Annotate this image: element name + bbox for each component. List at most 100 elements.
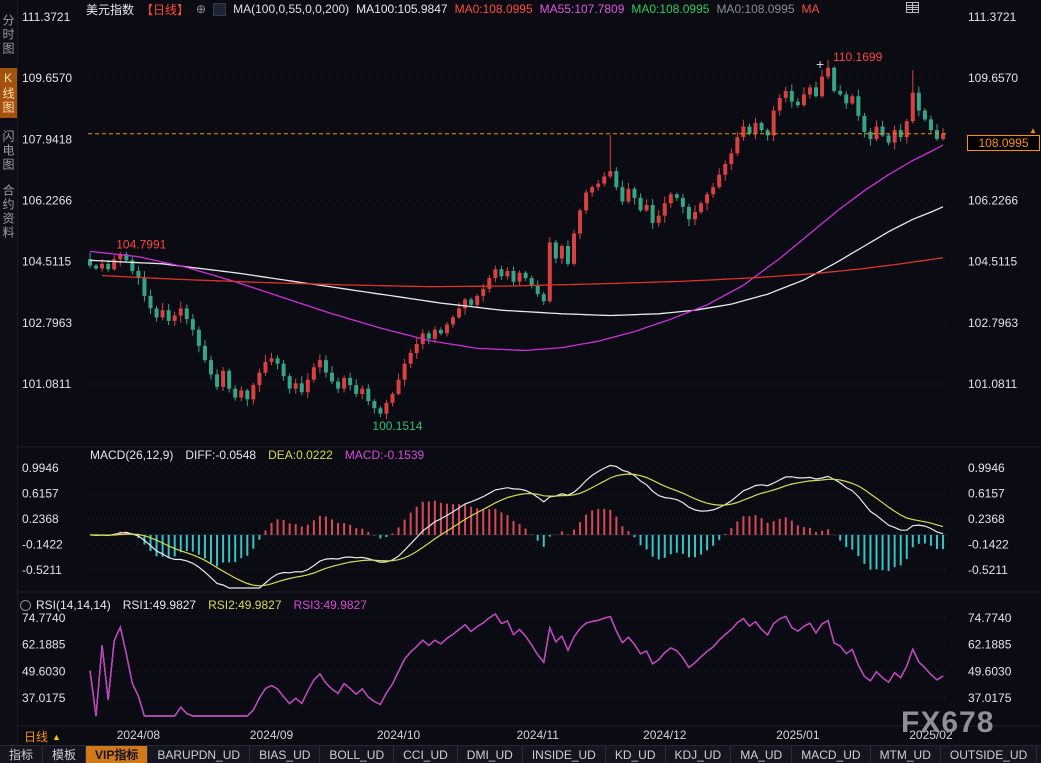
axis-tick-label: 104.5115 [968,255,1017,269]
toolbar-item-KDJ_UD[interactable]: KDJ_UD [666,746,732,763]
macd-diff-line [89,464,944,589]
candle-body [511,270,516,282]
candle-body [747,126,752,134]
candle-body [475,295,480,305]
panel-collapse-icon[interactable] [20,600,31,611]
axis-tick-label: 37.0175 [22,691,66,705]
toolbar-item-MACD_UD[interactable]: MACD_UD [792,746,871,763]
axis-tick-label: 102.7963 [968,316,1018,330]
candle-body [457,308,462,318]
candle-body [112,259,117,270]
candle-body [922,110,927,120]
period-title: 【日线】 [141,2,190,17]
candle-body [136,270,141,279]
date-label: 2024/11 [516,728,559,742]
circle-plus-icon[interactable]: ⊕ [196,2,207,16]
axis-tick-label: 101.0811 [22,377,71,391]
candle-body [481,288,486,296]
candle-body [178,308,183,316]
candle-body [342,377,347,389]
candle-body [94,265,99,269]
axis-tick-label: -0.5211 [968,563,1008,577]
candle-body [305,379,310,393]
candle-body [753,122,758,134]
bottom-toolbar: 指标 模板 VIP指标 BARUPDN_UD BIAS_UD BOLL_UD CCI_UD D… [0,745,1041,763]
toolbar-item-BIAS_UD[interactable]: BIAS_UD [250,746,321,763]
symbol-title: 美元指数 [86,2,135,17]
candle-body [269,358,274,362]
candle-body [505,270,510,277]
toolbar-item-MTM_UD[interactable]: MTM_UD [871,746,941,763]
toolbar-item-MA_UD[interactable]: MA_UD [731,746,793,763]
date-label: 2024/12 [643,728,687,742]
price-annotation: 104.7991 [116,237,166,251]
toolbar-item-CCI_UD[interactable]: CCI_UD [394,746,458,763]
sidebar-item-分时图[interactable]: 分时图 [1,14,15,56]
toolbar-item-指标[interactable]: 指标 [0,746,44,763]
toolbar-item-DMI_UD[interactable]: DMI_UD [458,746,523,763]
candle-body [590,187,595,193]
candle-body [674,194,679,198]
candle-body [184,308,189,320]
candle-body [251,385,256,400]
candle-body [910,92,915,122]
candle-body [148,295,153,309]
macd-label-row: MACD(26,12,9) DIFF:-0.0548 DEA:0.0222 MA… [90,448,424,462]
toolbar-item->>[interactable]: >> [1037,746,1041,763]
rsi1-value: RSI1:49.9827 [122,598,197,612]
indicator-menu-icon[interactable] [213,2,227,16]
toolbar-item-INSIDE_UD[interactable]: INSIDE_UD [523,746,606,763]
rsi1-line [89,613,944,717]
sidebar-item-闪电图[interactable]: 闪电图 [1,130,15,172]
price-annotation: 100.1514 [372,419,422,433]
toolbar-item-KD_UD[interactable]: KD_UD [606,746,666,763]
candle-body [771,110,776,136]
candle-body [124,254,129,261]
topbar: 美元指数 【日线】 ⊕ MA(100,0,55,0,0,200) MA100:1… [86,1,820,17]
macd-dea-value: DEA:0.0222 [268,448,333,462]
candle-body [202,345,207,361]
axis-tick-label: 109.6570 [22,71,72,85]
candle-body [565,246,570,264]
toolbar-item-BOLL_UD[interactable]: BOLL_UD [320,746,395,763]
candle-body [281,363,286,377]
candle-body [142,278,147,296]
toolbar-item-BARUPDN_UD[interactable]: BARUPDN_UD [148,746,251,763]
candle-body [233,388,238,398]
candle-body [680,197,685,207]
candle-body [729,153,734,164]
candle-body [880,126,885,136]
candle-body [553,242,558,259]
candle-body [662,203,667,216]
candle-body [469,299,474,305]
rsi-title: RSI(14,14,14) [36,598,111,612]
candle-body [517,272,522,282]
candle-body [741,126,746,138]
rsi3-line [89,613,944,717]
sidebar-item-K线图[interactable]: K线图 [0,68,17,118]
axis-tick-label: 106.2266 [22,193,72,207]
macd-dea-line [89,473,944,587]
axis-tick-label: 0.9946 [22,461,59,475]
rsi2-line [89,613,944,717]
candle-body [336,381,341,389]
candle-body [330,372,334,382]
sidebar-item-合约资料[interactable]: 合约资料 [1,184,15,240]
period-label: 日线 [24,730,49,744]
axis-tick-label: 62.1885 [968,638,1012,652]
toolbar-item-VIP指标[interactable]: VIP指标 [86,746,149,763]
candle-body [408,352,413,364]
candle-body [487,278,492,289]
ma-value-label: MA55:107.7809 [539,2,625,16]
toolbar-item-OUTSIDE_UD[interactable]: OUTSIDE_UD [941,746,1038,763]
sidebar: 分时图 K线图闪电图合约资料 [0,0,18,745]
last-price-tag: 108.0995 [967,134,1040,151]
chart-canvas[interactable]: 111.3721 111.3721 109.6570 109.6570 107.9418… [0,0,1041,745]
period-selector[interactable]: 日线 ▲ [24,728,61,745]
axis-tick-label: 0.6157 [22,486,59,500]
toolbar-item-模板[interactable]: 模板 [43,746,87,763]
ma-labels: MA100:105.9847 MA0:108.0995 MA55:107.7809 M… [356,2,819,16]
candle-body [547,242,552,302]
candle-body [916,92,921,111]
